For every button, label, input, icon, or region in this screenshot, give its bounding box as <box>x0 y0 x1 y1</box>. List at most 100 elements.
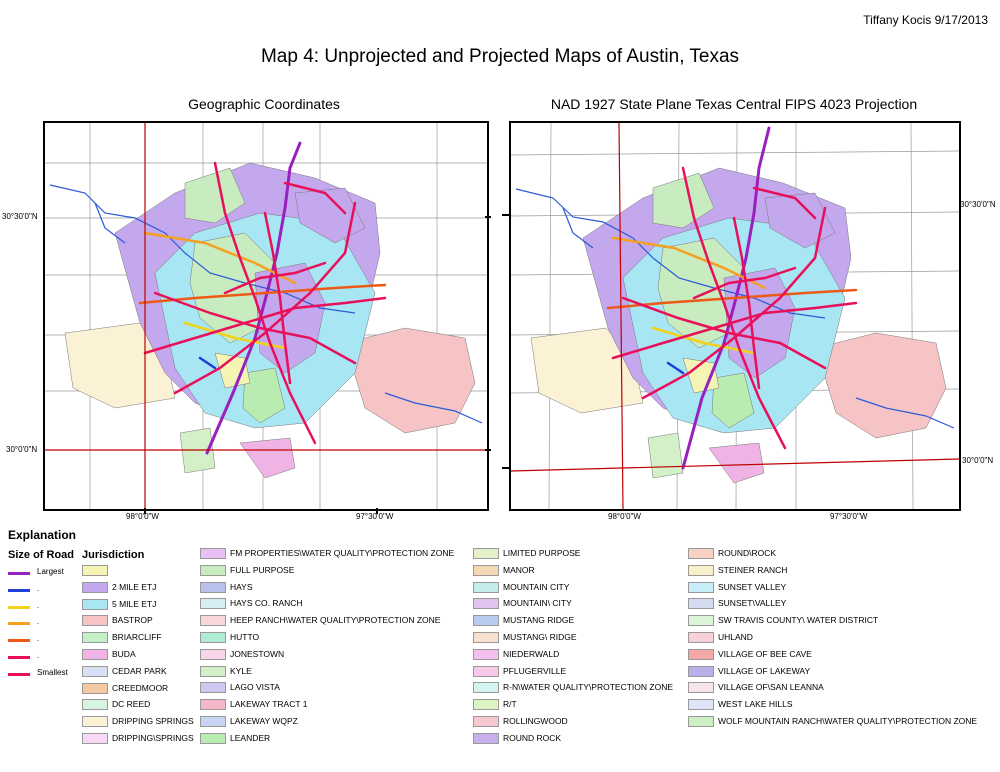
legend-swatch <box>688 715 714 727</box>
legend-title: Explanation <box>8 528 77 542</box>
legend-swatch <box>688 699 714 711</box>
road-size-label: Largest <box>37 567 64 576</box>
legend-swatch <box>688 564 714 576</box>
legend-label: VILLAGE OF LAKEWAY <box>718 665 811 676</box>
map-title-projected: NAD 1927 State Plane Texas Central FIPS … <box>550 96 918 112</box>
road-size-item: . <box>8 649 78 665</box>
legend-swatch <box>473 732 499 744</box>
legend-label: CEDAR PARK <box>112 665 167 676</box>
legend-swatch <box>473 699 499 711</box>
map-geographic[interactable] <box>43 121 489 511</box>
lon-line-98W <box>618 123 624 509</box>
legend-swatch <box>473 665 499 677</box>
road-line-swatch <box>8 605 30 609</box>
legend-label: LAKEWAY TRACT 1 <box>230 699 308 710</box>
legend-swatch <box>82 648 108 660</box>
legend-label: R/T <box>503 699 517 710</box>
road-line-swatch <box>8 622 30 626</box>
legend-swatch <box>688 631 714 643</box>
legend-swatch <box>473 581 499 593</box>
road-line-swatch <box>8 572 30 575</box>
legend-swatch <box>688 598 714 610</box>
road-size-legend: Largest..... Smallest <box>0 565 80 685</box>
tick-mark <box>502 467 509 469</box>
legend-label: FULL PURPOSE <box>230 564 295 575</box>
legend-label: LAKEWAY WQPZ <box>230 715 298 726</box>
road-line-swatch <box>8 639 30 643</box>
legend-swatch <box>200 715 226 727</box>
legend-swatch <box>473 715 499 727</box>
legend-swatch <box>688 682 714 694</box>
river-network <box>515 188 955 429</box>
legend-label: DC REED <box>112 699 151 710</box>
legend-label: DRIPPING SPRINGS <box>112 716 194 727</box>
legend-label: ROUND ROCK <box>503 732 562 743</box>
jurisdiction-title: Jurisdiction <box>82 549 145 561</box>
legend-label: LIMITED PURPOSE <box>503 548 581 558</box>
legend-swatch <box>82 581 108 593</box>
legend-label: SUNSET\VALLEY <box>718 598 787 609</box>
legend-label: UHLAND <box>718 631 753 642</box>
road-size-title: Size of Road <box>8 549 75 561</box>
road-size-item: . <box>8 615 78 631</box>
road-line-swatch <box>8 656 30 659</box>
road-size-item: Largest <box>8 565 78 581</box>
legend-swatch <box>473 598 499 610</box>
legend-swatch <box>200 665 226 677</box>
legend-label: DRIPPING\SPRINGS <box>112 732 194 743</box>
legend-swatch <box>473 631 499 643</box>
legend-label: VILLAGE OF BEE CAVE <box>718 648 812 659</box>
lon-label-left-97-30: 97°30'0"W <box>356 512 394 521</box>
road-size-label: . <box>37 651 40 660</box>
legend-swatch <box>688 648 714 660</box>
legend-label: ROUND\ROCK <box>718 548 777 558</box>
legend-label: LAGO VISTA <box>230 682 280 693</box>
legend-label: 5 MILE ETJ <box>112 598 157 609</box>
lon-label-right-98: 98°0'0"W <box>608 512 641 521</box>
legend-label: STEINER RANCH <box>718 564 788 575</box>
legend-label: MOUNTAIN CITY <box>503 581 570 592</box>
legend-label: MUSTANG RIDGE <box>503 615 575 626</box>
page-title: Map 4: Unprojected and Projected Maps of… <box>260 46 740 67</box>
road-network <box>606 126 858 470</box>
road-size-item: . <box>8 582 78 598</box>
legend-label: PFLUGERVILLE <box>503 665 567 676</box>
map-title-geographic: Geographic Coordinates <box>188 96 340 112</box>
legend-swatch <box>82 632 108 644</box>
road-size-label: . <box>37 600 40 610</box>
legend-label: HAYS CO. RANCH <box>230 598 303 609</box>
lat-label-left-30-0: 30°0'0"N <box>6 445 38 454</box>
legend-swatch <box>473 564 499 576</box>
legend-label: 2 MILE ETJ <box>112 581 157 592</box>
legend-swatch <box>688 548 714 559</box>
tick-mark <box>144 508 146 514</box>
road-line-swatch <box>8 672 30 676</box>
legend-swatch <box>82 716 108 728</box>
road-size-label: Smallest <box>37 667 68 677</box>
jurisdiction-polygons <box>64 162 476 479</box>
legend-swatch <box>200 548 226 559</box>
tick-mark <box>502 214 509 216</box>
lat-line-30N <box>511 458 959 472</box>
legend-label: ROLLINGWOOD <box>503 715 568 726</box>
jurisdiction-polygons <box>530 167 947 484</box>
road-size-item: . <box>8 632 78 648</box>
lat-label-left-30-30: 30°30'0"N <box>2 212 38 221</box>
legend-label: MANOR <box>503 564 535 575</box>
road-size-label: . <box>37 583 40 593</box>
legend-label: WEST LAKE HILLS <box>718 699 793 710</box>
road-size-label: . <box>37 617 40 627</box>
river-network <box>49 184 483 424</box>
legend-swatch <box>200 682 226 694</box>
legend-swatch <box>82 682 108 694</box>
lat-label-right-30-0: 30°0'0"N <box>962 456 994 465</box>
tick-mark <box>485 449 491 451</box>
legend-swatch <box>82 699 108 711</box>
legend-swatch <box>82 615 108 627</box>
tick-mark <box>485 216 491 218</box>
map-projected[interactable] <box>509 121 961 511</box>
lat-label-right-30-30: 30°30'0"N <box>960 200 996 209</box>
legend-label: WOLF MOUNTAIN RANCH\WATER QUALITY\PROTEC… <box>718 715 978 726</box>
legend-swatch <box>200 615 226 627</box>
legend-label: JONESTOWN <box>230 648 285 659</box>
